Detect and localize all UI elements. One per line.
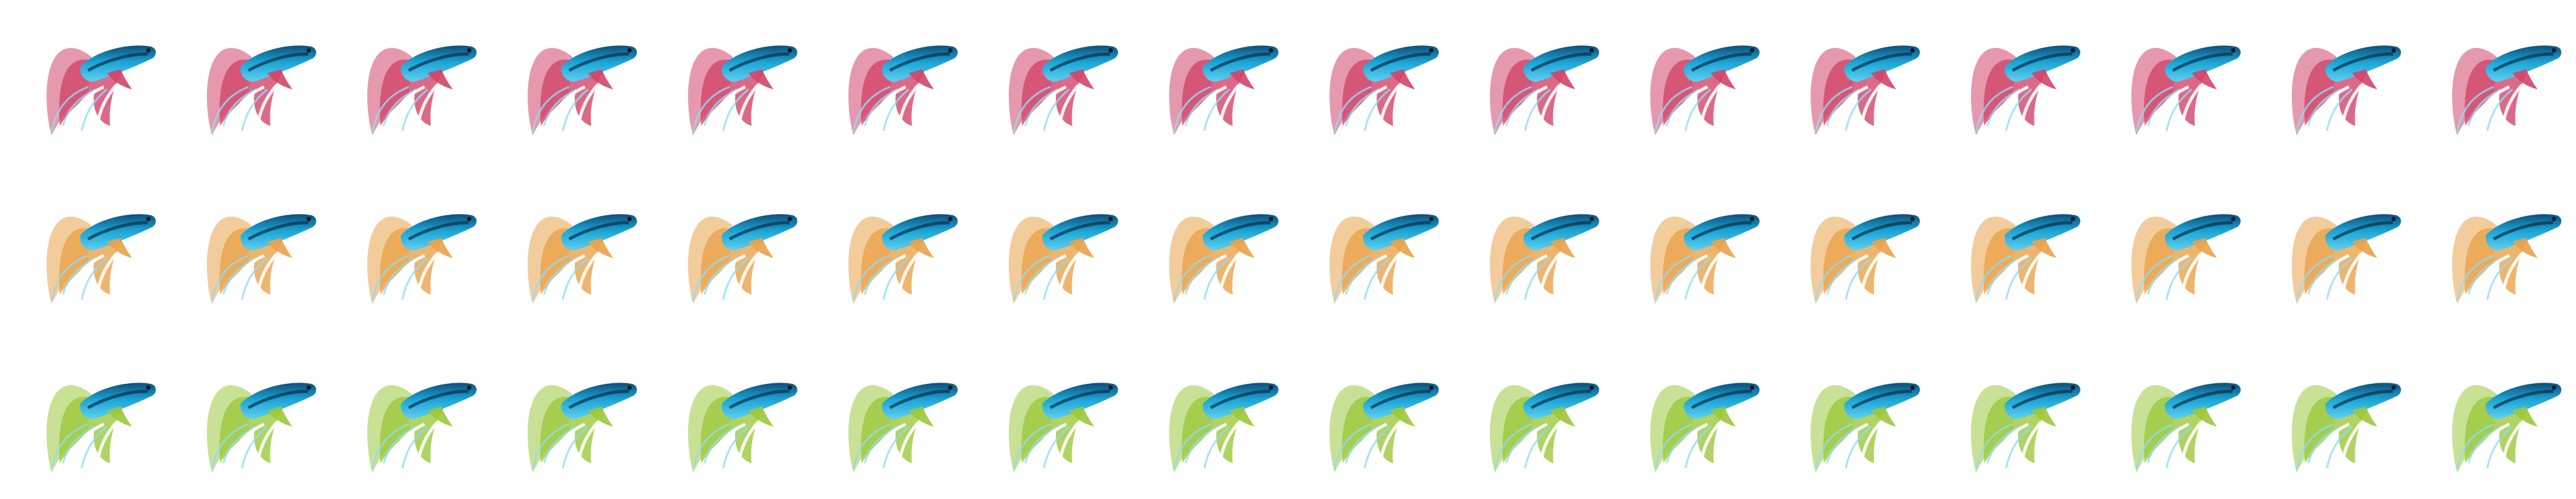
fish-sprite <box>1330 214 1439 304</box>
fish-sprite <box>1009 383 1118 473</box>
fish-sprite <box>1971 45 2080 135</box>
fish-sprite <box>2292 45 2401 135</box>
fish-sprite <box>1330 383 1439 473</box>
fish-sprite <box>1650 383 1760 473</box>
fish-sprite <box>1330 45 1439 135</box>
fish-sprite <box>528 214 637 304</box>
fish-sprite <box>2292 214 2401 304</box>
fish-sprite <box>47 45 156 135</box>
fish-sprite <box>2452 383 2562 473</box>
fish-sprite <box>1490 214 1599 304</box>
fish-sprite <box>367 383 477 473</box>
fish-sprite <box>2452 45 2562 135</box>
fish-sprite <box>848 214 958 304</box>
fish-sprite <box>848 383 958 473</box>
fish-sprite <box>1009 45 1118 135</box>
fish-sprite <box>207 214 316 304</box>
fish-sprite <box>688 383 797 473</box>
fish-sprite <box>528 383 637 473</box>
fish-sprite <box>2452 214 2562 304</box>
fish-sprite <box>1650 45 1760 135</box>
fish-sprite <box>47 383 156 473</box>
fish-sprite <box>2131 383 2241 473</box>
fish-sprite <box>1811 383 1920 473</box>
fish-sprite <box>1169 383 1279 473</box>
fish-sprite <box>2131 45 2241 135</box>
fish-sprite <box>848 45 958 135</box>
fish-sprite <box>1650 214 1760 304</box>
fish-sprite <box>2292 383 2401 473</box>
fish-sprite <box>1169 214 1279 304</box>
fish-sprite <box>1971 214 2080 304</box>
fish-sprite <box>207 383 316 473</box>
fish-sprite <box>1009 214 1118 304</box>
fish-sprite <box>367 214 477 304</box>
fish-sprite <box>1490 383 1599 473</box>
fish-sprite <box>47 214 156 304</box>
fish-sprite <box>688 45 797 135</box>
fish-sprite <box>1811 214 1920 304</box>
fish-sprite <box>1971 383 2080 473</box>
fish-sprite <box>1490 45 1599 135</box>
fish-sprite <box>528 45 637 135</box>
fish-sprite <box>207 45 316 135</box>
fish-sprite <box>1169 45 1279 135</box>
fish-sprite <box>1811 45 1920 135</box>
fish-sprite <box>367 45 477 135</box>
fish-sprite <box>688 214 797 304</box>
fish-sprite <box>2131 214 2241 304</box>
sprite-grid <box>47 45 2562 473</box>
